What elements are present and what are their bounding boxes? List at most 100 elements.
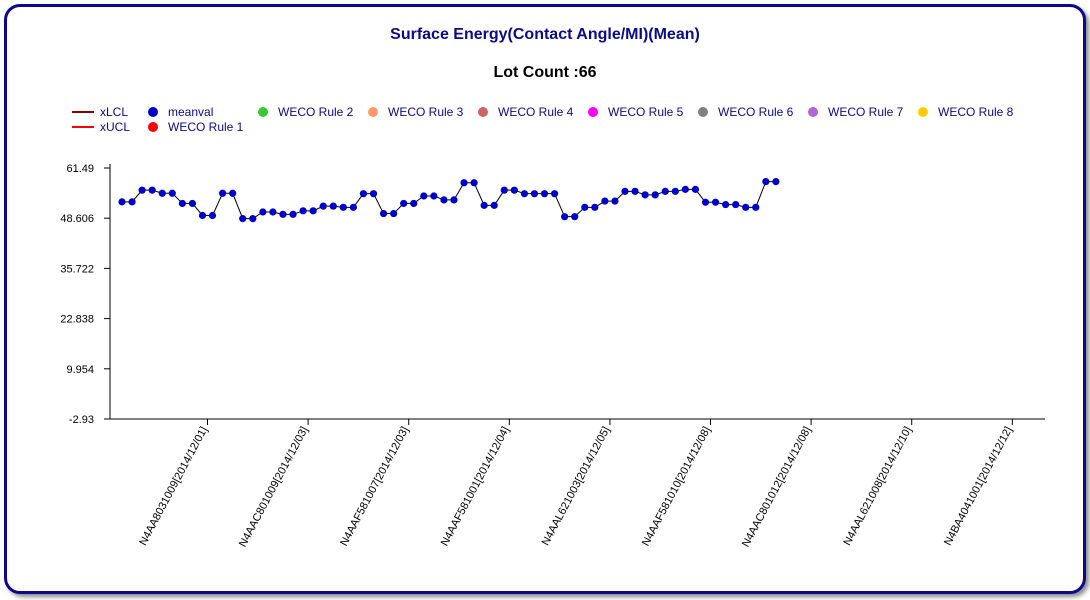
data-point — [470, 179, 478, 187]
legend-label: WECO Rule 2 — [278, 105, 354, 119]
axes — [109, 164, 1045, 420]
x-tick-label: N4AAF581010[2014/12/08] — [640, 425, 713, 548]
data-point — [611, 197, 619, 205]
data-point — [772, 177, 780, 186]
legend-label: WECO Rule 6 — [718, 105, 794, 119]
y-tick-label: 22.838 — [60, 314, 94, 326]
data-point — [299, 207, 307, 215]
data-point — [681, 185, 689, 193]
data-point — [178, 199, 186, 208]
data-point — [601, 197, 609, 205]
legend-label: WECO Rule 7 — [828, 105, 904, 119]
data-point — [420, 192, 428, 200]
legend-dot-icon — [698, 107, 708, 117]
data-point — [198, 211, 207, 220]
data-point — [309, 207, 317, 215]
legend-line-icon — [72, 126, 94, 128]
y-tick-label: 35.722 — [60, 263, 94, 275]
data-point — [450, 196, 458, 204]
legend-dot-icon — [368, 107, 378, 117]
data-point — [369, 190, 378, 198]
data-point — [460, 179, 468, 187]
data-point — [500, 186, 508, 194]
data-point — [571, 213, 579, 221]
data-point — [732, 200, 740, 209]
legend-label: WECO Rule 4 — [498, 105, 574, 119]
data-point — [289, 210, 297, 218]
data-point — [229, 189, 237, 197]
data-point — [752, 203, 760, 211]
data-point — [118, 198, 126, 206]
x-tick-label: N4AAF581007[2014/12/03] — [338, 425, 411, 548]
data-point — [219, 189, 227, 197]
x-tick-label: N4AAC801009[2014/12/03] — [237, 425, 311, 549]
data-point — [400, 199, 408, 208]
data-point — [651, 191, 659, 199]
chart-subtitle: Lot Count :66 — [493, 64, 597, 81]
data-point — [631, 187, 639, 195]
data-point — [249, 215, 257, 223]
data-point — [279, 210, 287, 218]
legend-label: WECO Rule 3 — [388, 105, 464, 119]
data-point — [701, 198, 710, 206]
data-point — [671, 187, 679, 195]
data-point — [168, 189, 176, 197]
x-tick-label: N4AAC801012[2014/12/08] — [740, 425, 814, 549]
data-point — [742, 203, 750, 211]
data-point — [581, 203, 589, 211]
data-point — [239, 215, 247, 223]
data-point — [490, 201, 498, 209]
data-point — [561, 213, 569, 221]
data-point — [208, 211, 217, 220]
legend-dot-icon — [258, 107, 268, 117]
data-point — [128, 198, 136, 206]
x-tick-label: N4AAL621008[2014/12/10] — [841, 425, 914, 548]
data-point — [621, 187, 629, 195]
data-point — [711, 198, 720, 206]
legend-dot-icon — [478, 107, 488, 117]
data-point — [319, 202, 327, 210]
legend-label: WECO Rule 5 — [608, 105, 684, 119]
y-tick-label: 48.606 — [60, 213, 94, 225]
data-point — [641, 191, 649, 199]
legend-label: WECO Rule 1 — [168, 120, 244, 134]
data-point — [510, 186, 518, 194]
data-point — [379, 209, 388, 218]
x-axis-ticks: N4AA8031009[2014/12/01] N4AAC801009[2014/… — [137, 419, 1015, 549]
data-point — [158, 189, 166, 197]
data-point — [188, 199, 197, 208]
x-tick-label: N4AAL621003[2014/12/05] — [540, 425, 613, 548]
data-point — [762, 177, 770, 186]
chart-title: Surface Energy(Contact Angle/MI)(Mean) — [390, 26, 700, 43]
data-point — [138, 186, 146, 194]
data-point — [550, 190, 559, 198]
data-point — [329, 202, 337, 210]
x-tick-label: N4BA4041001[2014/12/12] — [942, 425, 1015, 548]
data-point — [661, 187, 669, 195]
x-tick-label: N4AA8031009[2014/12/01] — [137, 425, 210, 548]
data-point — [410, 199, 418, 208]
data-point — [691, 185, 700, 193]
data-point — [359, 190, 368, 198]
chart-frame — [4, 4, 1086, 594]
data-point — [349, 203, 357, 211]
legend-dot-icon — [588, 107, 598, 117]
y-tick-label: 61.49 — [66, 163, 94, 175]
y-tick-label: -2.93 — [69, 414, 94, 426]
data-point — [259, 208, 267, 216]
legend-dot-icon — [148, 107, 158, 117]
legend-dot-icon — [918, 107, 928, 117]
data-point — [722, 200, 730, 209]
legend-dot-icon — [148, 122, 158, 132]
data-point — [440, 196, 448, 204]
data-point — [591, 203, 599, 211]
data-point — [480, 201, 488, 209]
data-point — [430, 192, 438, 200]
series-meanval — [118, 177, 780, 223]
legend-line-icon — [72, 111, 94, 113]
legend-label: xLCL — [100, 105, 129, 119]
legend-label: WECO Rule 8 — [938, 105, 1014, 119]
series-line — [122, 181, 776, 220]
data-point — [269, 208, 277, 216]
legend-label: meanval — [168, 105, 214, 119]
